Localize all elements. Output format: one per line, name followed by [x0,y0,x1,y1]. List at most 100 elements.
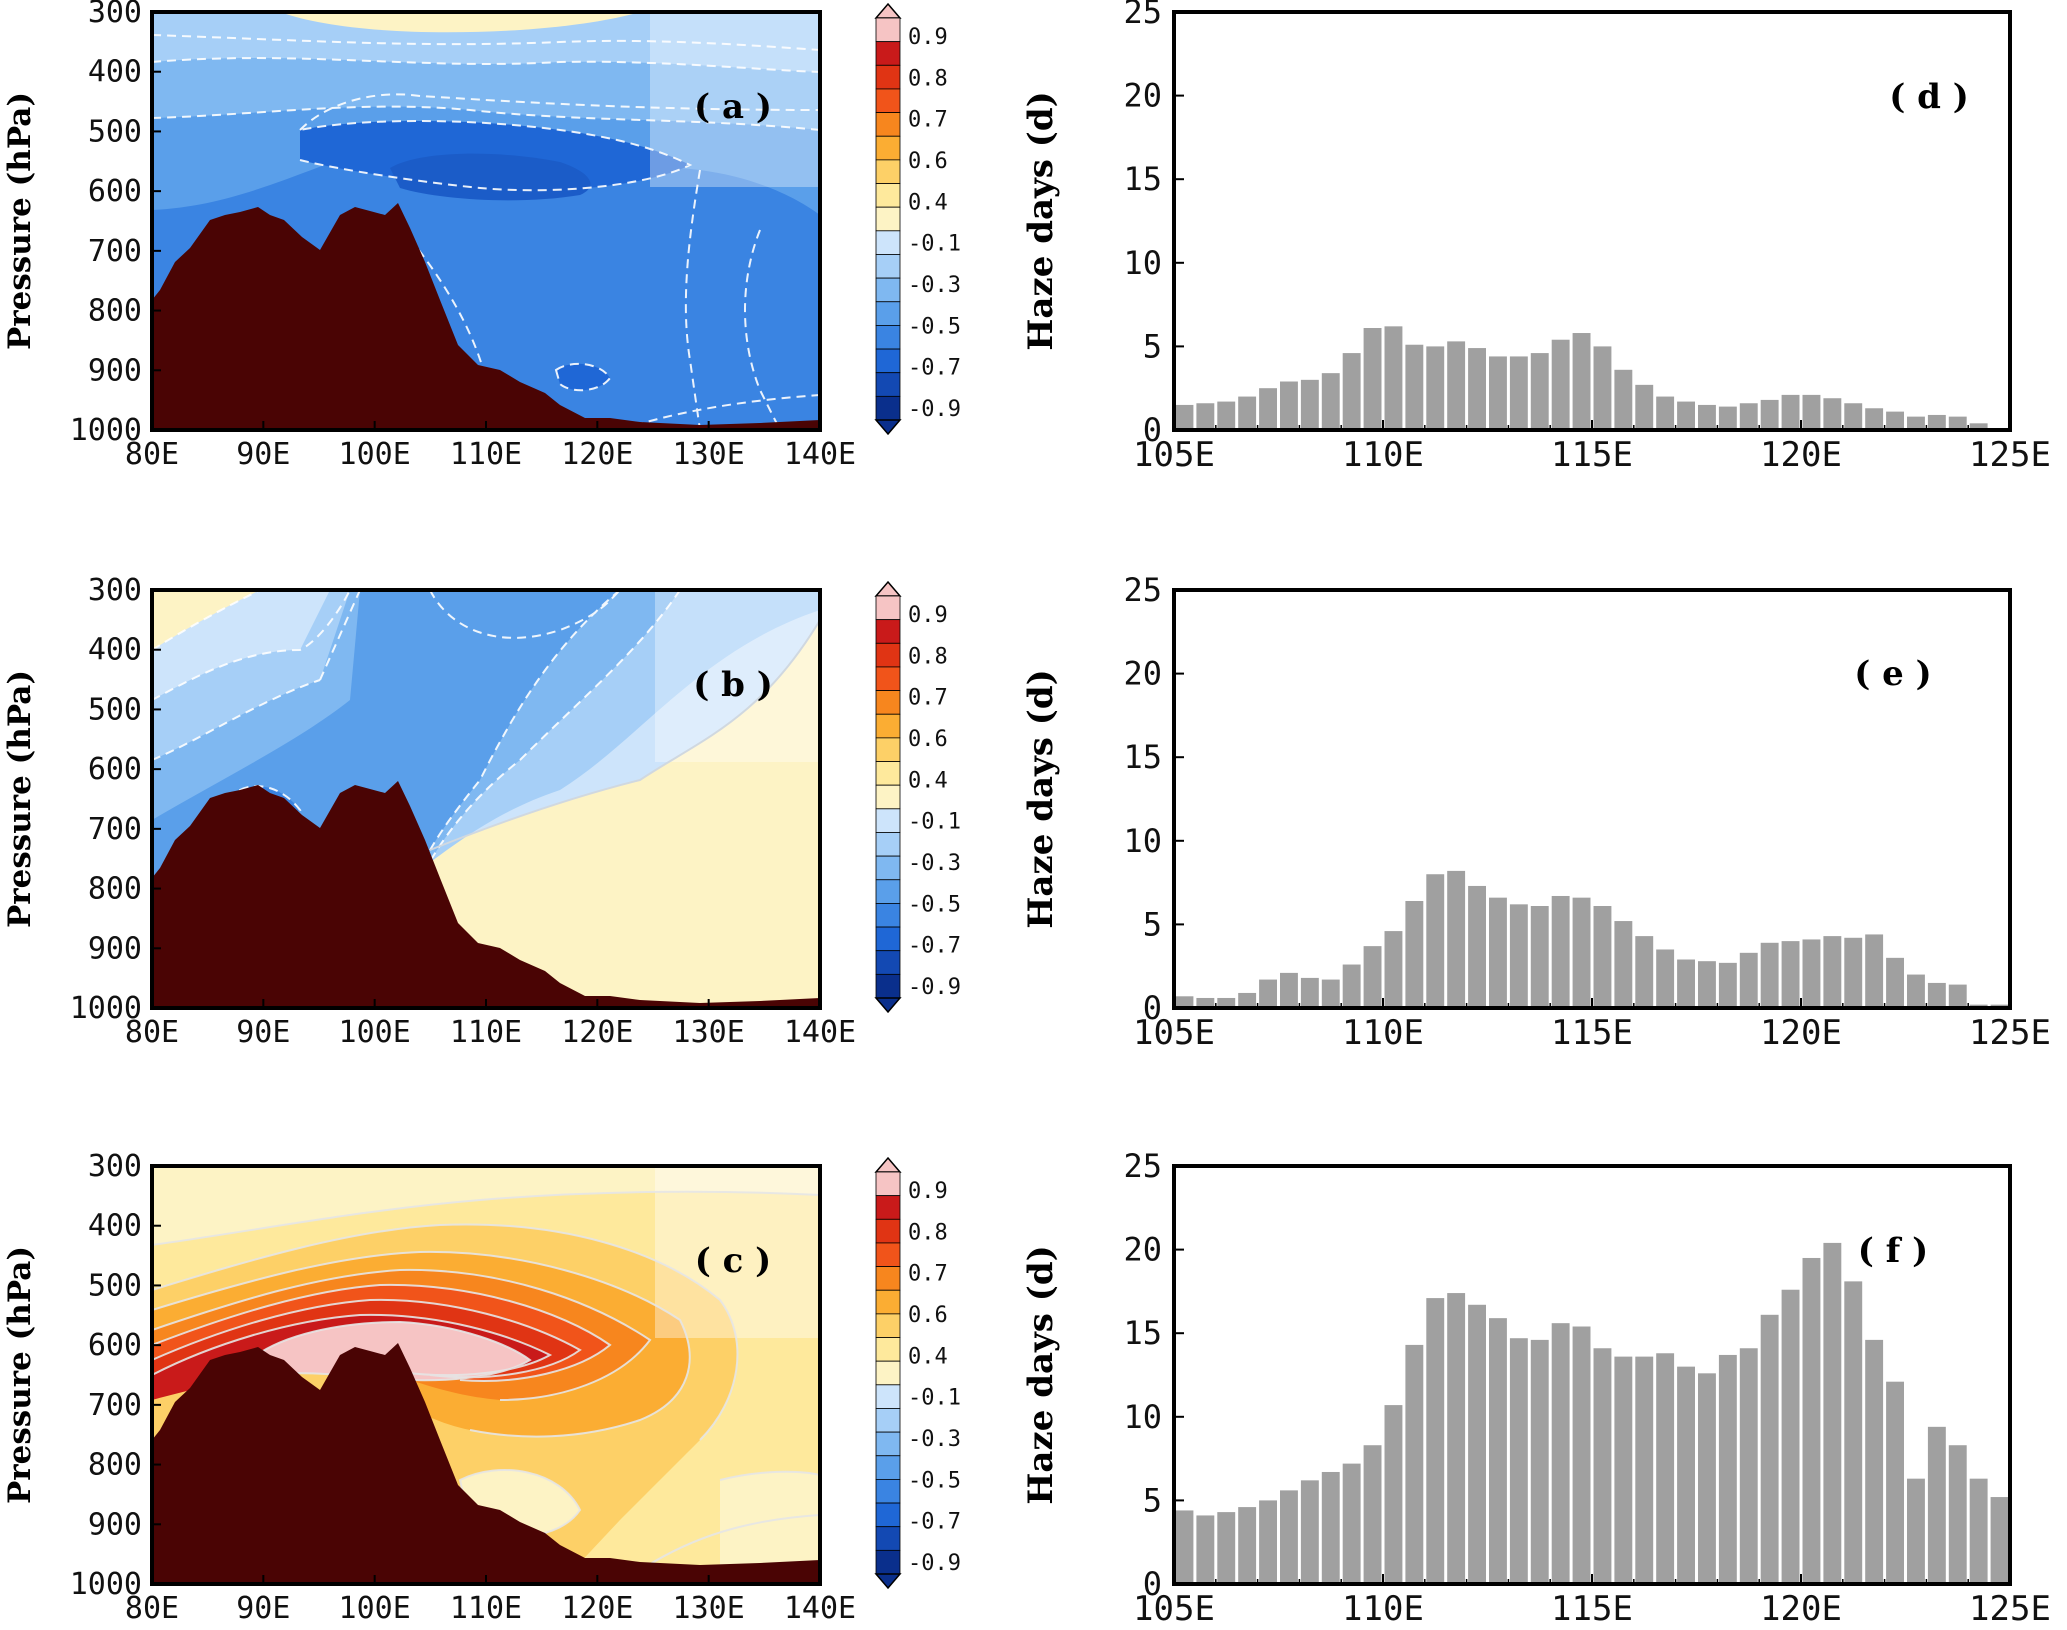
bar [1718,406,1737,430]
panel-b-label: ( b ) [693,665,773,705]
terrain-a [152,203,820,430]
bar [1927,1426,1946,1584]
colorbar-tick-label: 0.9 [908,25,948,50]
bar [1509,356,1528,430]
colorbar-tick-label: -0.7 [908,934,961,959]
y-tick-label: 400 [88,55,142,90]
bar [1238,992,1257,1008]
bar [1300,977,1319,1008]
bar [1927,982,1946,1008]
colorbar-b: 0.9 0.8 0.7 0.6 0.4 -0.1 -0.3 -0.5 -0.7 -0.9 [874,580,961,1014]
colorbar-segment [875,1266,901,1291]
panel-c-field [152,1166,820,1584]
colorbar-segment [875,690,901,715]
y-axis-label: Haze days (d) [1021,1245,1061,1504]
y-tick-label: 5 [1143,327,1162,365]
x-tick-label: 115E [1551,1013,1633,1053]
y-tick-label: 900 [88,931,142,966]
colorbar-tick-label: -0.5 [908,314,961,339]
bar [1907,974,1925,1008]
panel-e-label: ( e ) [1854,654,1931,694]
bar [1593,1348,1612,1584]
y-tick-label: 20 [1123,1231,1162,1269]
bar [1489,1318,1507,1584]
bar [1593,906,1612,1008]
colorbar-segment [875,761,901,786]
y-tick-label: 15 [1123,1314,1162,1352]
colorbar-segment [875,325,901,350]
colorbar-segment [875,1313,901,1338]
bar [1280,972,1298,1008]
x-tick-label: 125E [1969,1013,2051,1053]
bar [1300,379,1319,430]
colorbar-segment [875,1502,901,1528]
colorbar-tick-label: 0.6 [908,1303,948,1328]
bar [1447,870,1466,1008]
y-tick-label: 0 [1143,989,1162,1027]
colorbar-segment [875,372,901,397]
bar [1739,403,1758,430]
colorbar-segment [875,713,901,739]
bar [1572,333,1591,430]
plot-frame [1172,1164,2012,1586]
y-tick-label: 800 [88,872,142,907]
colorbar-segment [875,1431,901,1457]
bar [1384,931,1403,1008]
colorbar-tick-label: 0.8 [908,66,948,91]
colorbar-tick-label: -0.5 [908,1468,961,1493]
bar [1175,996,1194,1008]
bar [1196,997,1215,1008]
bar [1802,394,1821,430]
colorbar-c: 0.9 0.8 0.7 0.6 0.4 -0.1 -0.3 -0.5 -0.7 -0.9 [874,1156,961,1590]
colorbar-segment [875,784,901,810]
bar [1927,414,1946,430]
x-tick-label: 80E [125,1015,179,1050]
x-tick-label: 120E [1760,1589,1842,1629]
bar [1865,408,1884,430]
x-tick-label: 120E [561,1015,633,1050]
bar [1865,1339,1884,1584]
y-tick-label: 0 [1143,1565,1162,1603]
bar [1990,1497,2009,1584]
y-tick-label: 400 [88,1209,142,1244]
colorbar-segment [875,855,901,881]
bar [1509,904,1528,1008]
colorbar-segment [875,183,901,208]
colorbar-tick-label: -0.7 [908,1510,961,1535]
bar [1175,404,1194,430]
colorbar-segment [875,88,901,113]
x-tick-label: 110E [1342,1589,1424,1629]
panel-f: 105E 110E 115E 120E 125E 0 5 10 15 20 25 Haze days … [1021,1147,2051,1629]
y-tick-label: 15 [1123,160,1162,198]
x-tick-label: 130E [673,437,745,472]
bar [1739,952,1758,1008]
bar [1781,941,1800,1008]
colorbar-segment [875,1408,901,1433]
x-tick-label: 105E [1133,1013,1215,1053]
y-tick-label: 25 [1123,0,1162,31]
colorbar-segment [875,395,901,421]
bar [1238,396,1257,430]
colorbar-a: 0.9 0.8 0.7 0.6 0.4 -0.1 -0.3 -0.5 -0.7 -0.9 [874,2,961,436]
colorbar-segment [875,1289,901,1315]
x-tick-label: 120E [1760,435,1842,475]
bar [1614,369,1633,430]
bar [1530,1339,1549,1584]
bar [1844,1281,1863,1584]
bar [1760,1314,1779,1584]
y-tick-label: 10 [1123,1398,1162,1436]
y-tick-label: 1000 [70,991,142,1026]
y-tick-label: 0 [1143,411,1162,449]
colorbar-segment [875,1171,901,1197]
bar [1238,1507,1257,1584]
colorbar-segment [875,926,901,952]
panel-a-field [152,12,820,430]
colorbar-segment [875,1337,901,1362]
bar [1948,1445,1967,1584]
bar [1509,1338,1528,1584]
bar [1384,326,1403,430]
bar [1969,423,1988,430]
bar [1781,1289,1800,1584]
colorbar-bottom-arrow [874,1573,902,1590]
